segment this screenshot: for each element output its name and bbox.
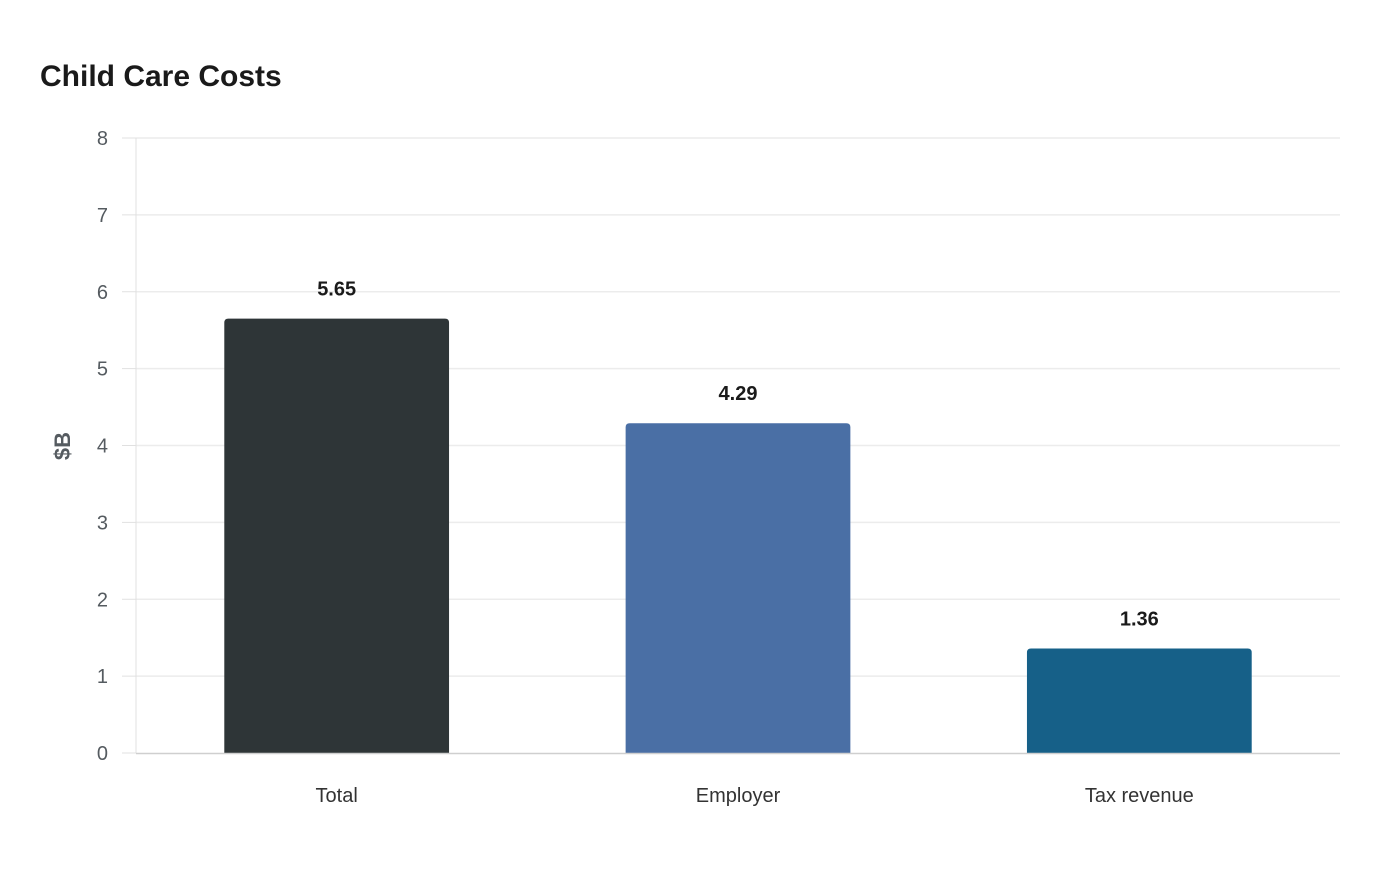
y-tick-label: 2	[97, 589, 108, 611]
y-tick-label: 0	[97, 743, 108, 765]
y-tick-label: 1	[97, 666, 108, 688]
bar-tax-revenue	[1026, 648, 1252, 753]
data-label: 4.29	[719, 383, 758, 405]
y-tick-label: 7	[97, 205, 108, 227]
y-axis-ticks: 0 1 2 3 4 5 6 7 8	[97, 128, 136, 765]
y-tick-label: 8	[97, 128, 108, 150]
x-tick-label: Employer	[696, 785, 781, 807]
y-tick-label: 6	[97, 282, 108, 304]
bars	[224, 318, 1252, 753]
y-tick-label: 3	[97, 512, 108, 534]
y-tick-label: 4	[97, 436, 108, 458]
data-label: 1.36	[1120, 608, 1159, 630]
x-axis-labels: Total Employer Tax revenue	[316, 785, 1194, 807]
y-axis-label: $B	[50, 432, 75, 460]
data-label: 5.65	[317, 279, 356, 301]
data-labels: 5.65 4.29 1.36	[317, 279, 1159, 631]
bar-total	[224, 318, 450, 753]
bar-employer	[625, 423, 851, 753]
y-tick-label: 5	[97, 359, 108, 381]
x-tick-label: Total	[316, 785, 358, 807]
x-tick-label: Tax revenue	[1085, 785, 1194, 807]
chart-title: Child Care Costs	[40, 60, 282, 93]
